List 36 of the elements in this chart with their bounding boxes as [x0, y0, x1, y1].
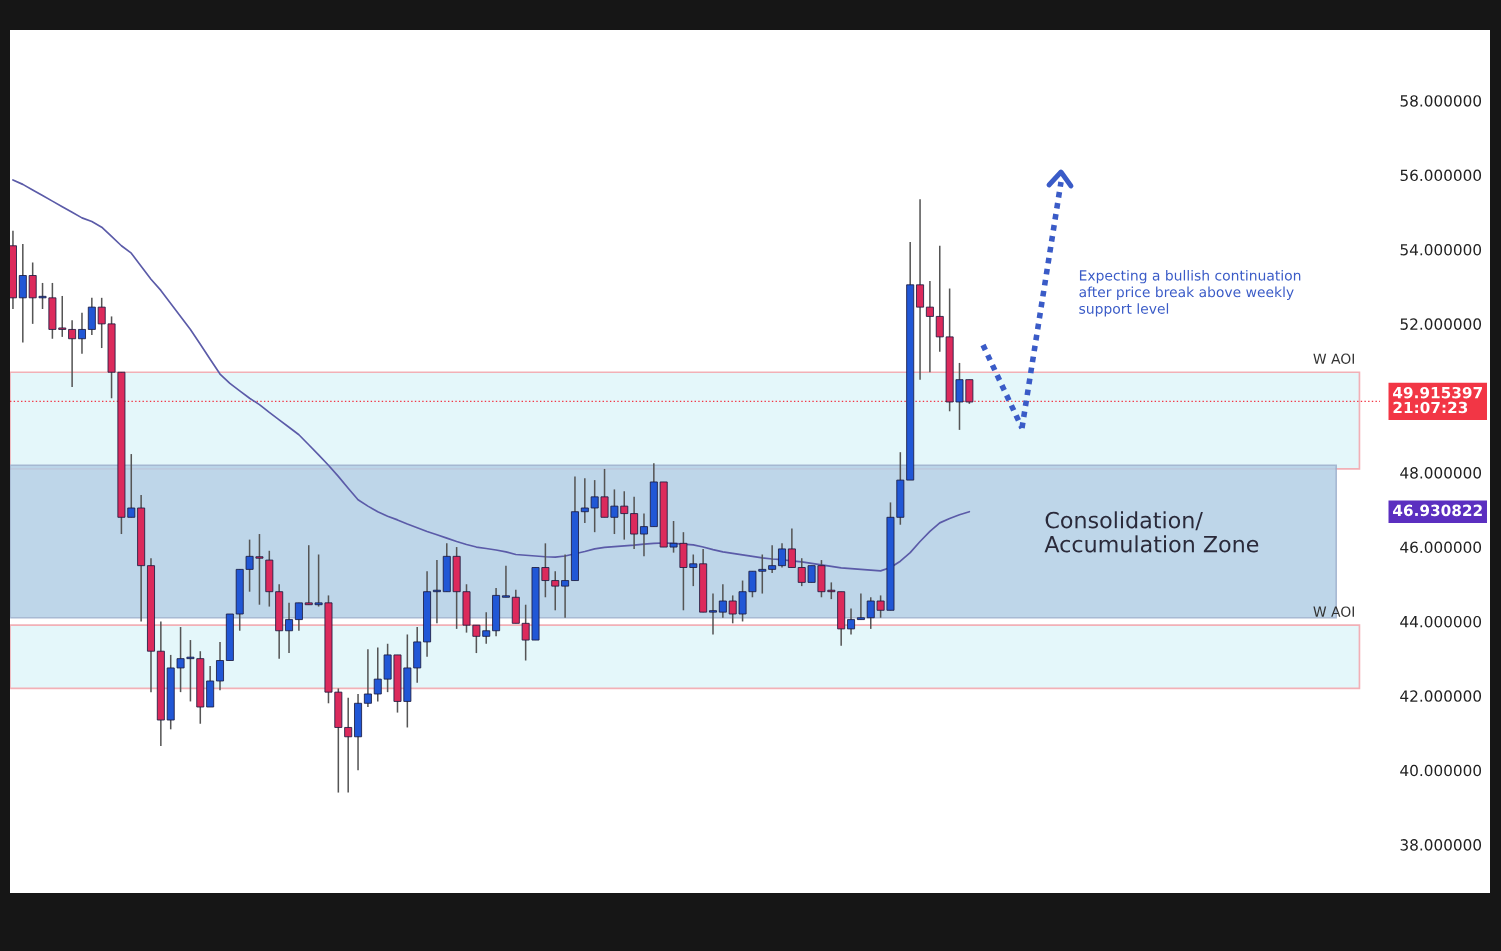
candlestick	[847, 607, 855, 636]
candlestick	[778, 542, 786, 569]
candlestick	[561, 553, 570, 619]
y-tick-label: 56.000000	[1400, 169, 1482, 182]
candlestick	[216, 641, 224, 692]
candlestick	[640, 512, 648, 558]
candlestick	[856, 592, 865, 621]
candlestick	[363, 648, 372, 708]
candlestick	[916, 198, 925, 381]
text: Expecting a bullish continuation after price break above weekly support level	[1079, 269, 1301, 317]
candlestick	[285, 602, 293, 654]
candlestick	[787, 527, 796, 569]
y-tick-label: 38.000000	[1400, 839, 1482, 851]
y-tick-label: 42.000000	[1400, 690, 1482, 702]
y-tick-label: 44.000000	[1400, 615, 1482, 628]
y-tick-label: 58.000000	[1400, 95, 1482, 107]
candlestick	[768, 544, 777, 574]
y-tick-label: 40.000000	[1400, 764, 1482, 777]
candlestick	[630, 496, 639, 550]
line-series	[12, 179, 971, 572]
y-tick-label: 54.000000	[1400, 243, 1482, 256]
candlestick	[501, 564, 510, 599]
band-label: W AOI	[1313, 353, 1354, 364]
band-label: W AOI	[1313, 606, 1354, 617]
band-label: Consolidation/ Accumulation Zone	[1044, 511, 1259, 553]
candlestick	[709, 592, 717, 636]
text: 46.930822	[1393, 504, 1482, 517]
candlestick	[718, 583, 727, 619]
y-tick-label: 46.000000	[1400, 541, 1482, 554]
y-tick-label: 52.000000	[1400, 318, 1482, 330]
candlestick	[78, 311, 86, 355]
ref-line-label: 49.915397 21:07:23	[1393, 386, 1482, 414]
candlestick	[925, 280, 934, 373]
candlestick	[294, 602, 303, 632]
y-tick-label: 48.000000	[1400, 467, 1482, 479]
candlestick	[68, 319, 77, 388]
